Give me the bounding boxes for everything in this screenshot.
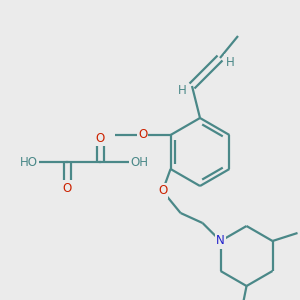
Text: HO: HO <box>20 155 38 169</box>
Text: O: O <box>138 128 147 142</box>
Text: OH: OH <box>130 155 148 169</box>
Text: O: O <box>158 184 167 197</box>
Text: N: N <box>216 235 225 248</box>
Text: H: H <box>226 56 234 68</box>
Text: O: O <box>95 131 105 145</box>
Text: O: O <box>62 182 72 194</box>
Text: H: H <box>178 83 186 97</box>
Text: N: N <box>216 235 225 248</box>
